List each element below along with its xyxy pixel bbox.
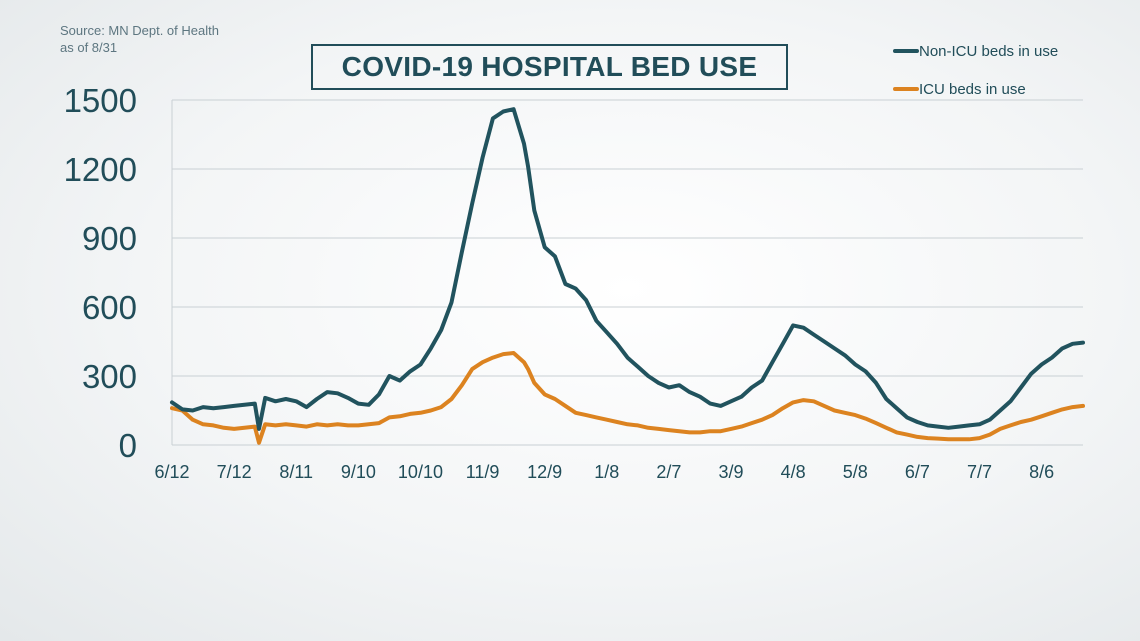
legend-item-icu: ICU beds in use xyxy=(893,70,1058,108)
y-tick-label: 900 xyxy=(82,220,137,257)
x-tick-label: 2/7 xyxy=(656,462,681,482)
x-tick-label: 5/8 xyxy=(843,462,868,482)
x-tick-label: 6/12 xyxy=(154,462,189,482)
icu-line xyxy=(170,351,1085,445)
x-tick-label: 4/8 xyxy=(781,462,806,482)
x-tick-label: 7/7 xyxy=(967,462,992,482)
x-tick-label: 11/9 xyxy=(466,462,500,482)
series-lines xyxy=(170,107,1085,445)
legend: Non-ICU beds in use ICU beds in use xyxy=(893,32,1058,108)
y-tick-label: 0 xyxy=(119,427,137,464)
legend-swatch-icu xyxy=(893,87,919,91)
x-tick-label: 3/9 xyxy=(719,462,744,482)
x-tick-label: 1/8 xyxy=(594,462,619,482)
source-note: Source: MN Dept. of Health as of 8/31 xyxy=(60,22,219,56)
x-tick-label: 12/9 xyxy=(527,462,562,482)
x-tick-label: 10/10 xyxy=(398,462,443,482)
x-tick-label: 9/10 xyxy=(341,462,376,482)
x-tick-label: 8/6 xyxy=(1029,462,1054,482)
legend-item-non-icu: Non-ICU beds in use xyxy=(893,32,1058,70)
y-tick-label: 1500 xyxy=(64,82,137,119)
x-tick-label: 7/12 xyxy=(217,462,252,482)
x-axis-ticks: 6/12 7/12 8/11 9/10 10/10 11/9 12/9 1/8 2/7 3/9 4/… xyxy=(154,462,1054,482)
legend-label-non-icu: Non-ICU beds in use xyxy=(919,42,1059,60)
as-of-date: as of 8/31 xyxy=(60,40,118,55)
y-tick-label: 300 xyxy=(82,358,137,395)
chart-title-text: COVID-19 HOSPITAL BED USE xyxy=(341,51,758,82)
y-axis-ticks: 0 300 600 900 1200 1500 xyxy=(64,82,137,464)
x-tick-label: 6/7 xyxy=(905,462,930,482)
y-tick-label: 1200 xyxy=(64,151,137,188)
non-icu-line xyxy=(170,107,1085,431)
chart-title: COVID-19 HOSPITAL BED USE xyxy=(311,44,788,90)
x-tick-label: 8/11 xyxy=(279,462,313,482)
legend-label-icu: ICU beds in use xyxy=(919,80,1026,98)
gridlines xyxy=(171,99,1083,446)
legend-swatch-non-icu xyxy=(893,49,919,53)
y-tick-label: 600 xyxy=(82,289,137,326)
source-line: Source: MN Dept. of Health xyxy=(60,23,219,38)
